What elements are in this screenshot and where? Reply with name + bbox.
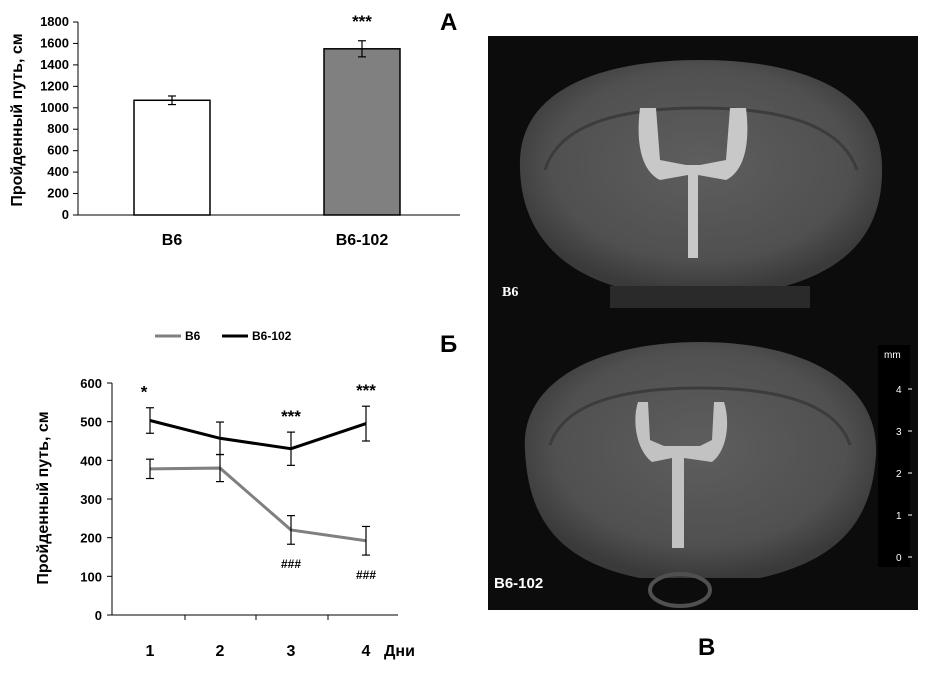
- line-x-axis-label: Дни: [384, 643, 415, 660]
- line-y-tick-label: 400: [80, 453, 102, 468]
- line-x-tick-label: 2: [216, 643, 225, 660]
- legend-label-b6: B6: [185, 329, 201, 343]
- line-series-b6-102: [149, 419, 367, 451]
- line-significance-bottom: ###: [281, 557, 301, 571]
- line-x-tick-label: 3: [287, 643, 296, 660]
- bar-b6: [133, 99, 211, 216]
- bar-y-tick-label: 1000: [40, 100, 69, 115]
- line-y-tick-label: 600: [80, 376, 102, 391]
- line-y-tick-label: 500: [80, 415, 102, 430]
- bar-y-axis-label: Пройденный путь, см: [9, 33, 26, 206]
- bar-category-label: B6: [162, 232, 183, 249]
- line-x-tick-label: 1: [146, 643, 155, 660]
- line-y-tick-label: 0: [95, 608, 102, 623]
- line-x-tick-label: 4: [362, 643, 371, 660]
- line-y-axis-label: Пройденный путь, см: [35, 411, 52, 584]
- scale-tick-label: 4: [896, 385, 902, 396]
- panel-label-c: В: [698, 634, 715, 661]
- line-y-tick-label: 300: [80, 492, 102, 507]
- bar-y-tick-label: 600: [47, 143, 69, 158]
- panel-label-a: А: [440, 9, 457, 36]
- bar-y-tick-label: 0: [62, 207, 69, 222]
- line-significance-top: ***: [356, 381, 376, 400]
- mri-images: B6 B6-102 mm 4 3 2 1 0: [488, 36, 918, 610]
- scale-tick-label: 3: [896, 427, 902, 438]
- bar-y-tick-label: 800: [47, 121, 69, 136]
- scale-unit: mm: [884, 350, 901, 361]
- bar-y-tick-label: 200: [47, 186, 69, 201]
- line-y-tick-label: 100: [80, 569, 102, 584]
- scale-tick-label: 1: [896, 511, 902, 522]
- legend-label-b6-102: B6-102: [252, 329, 292, 343]
- bar-significance-label: ***: [352, 12, 372, 31]
- bar-chart: Пройденный путь, см 0 200 400 600 800 1000 120…: [9, 12, 460, 249]
- mri-scale: mm 4 3 2 1 0: [878, 345, 912, 567]
- panel-label-b: Б: [440, 331, 457, 358]
- scale-tick-label: 0: [896, 553, 902, 564]
- bar-y-tick-label: 1800: [40, 14, 69, 29]
- mri-top-label: B6: [502, 285, 518, 300]
- bar-category-label: B6-102: [336, 232, 389, 249]
- bar-b6-102: [323, 48, 401, 216]
- line-series-b6: [149, 466, 367, 543]
- scale-tick-label: 2: [896, 469, 902, 480]
- line-y-tick-label: 200: [80, 531, 102, 546]
- line-significance-top: ***: [281, 407, 301, 426]
- bar-y-tick-label: 400: [47, 164, 69, 179]
- bar-y-tick-label: 1200: [40, 78, 69, 93]
- mri-slice-top: B6: [502, 60, 883, 308]
- line-significance-bottom: ###: [356, 568, 376, 582]
- bar-y-tick-label: 1600: [40, 35, 69, 50]
- line-significance-top: *: [141, 383, 148, 402]
- line-chart: B6 B6-102 Пройденный путь, см 0 100 200 300 4…: [35, 329, 415, 660]
- bar-y-tick-label: 1400: [40, 57, 69, 72]
- mri-bottom-label: B6-102: [494, 575, 543, 592]
- mri-slice-bottom: B6-102: [494, 342, 877, 608]
